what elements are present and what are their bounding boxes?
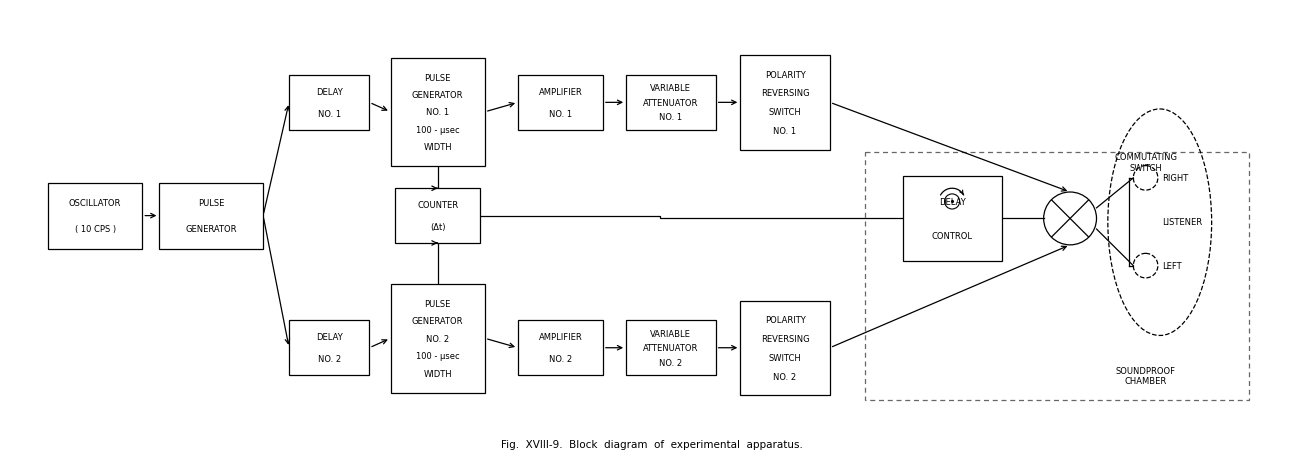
Bar [903, 177, 1002, 261]
Text: LISTENER: LISTENER [1162, 218, 1201, 227]
Bar [740, 56, 830, 150]
Bar [865, 153, 1250, 400]
Text: Fig.  XVIII-9.  Block  diagram  of  experimental  apparatus.: Fig. XVIII-9. Block diagram of experimen… [500, 440, 803, 449]
Text: GENERATOR: GENERATOR [412, 91, 464, 100]
Text: NO. 2: NO. 2 [549, 354, 572, 364]
Text: ( 10 CPS ): ( 10 CPS ) [74, 225, 116, 234]
Text: DELAY: DELAY [315, 88, 343, 96]
Bar [395, 189, 481, 243]
Text: AMPLIFIER: AMPLIFIER [538, 88, 582, 96]
Bar [519, 76, 603, 131]
Text: COMMUTATING
SWITCH: COMMUTATING SWITCH [1114, 153, 1177, 172]
Text: SOUNDPROOF
CHAMBER: SOUNDPROOF CHAMBER [1115, 366, 1175, 386]
Text: NO. 2: NO. 2 [426, 334, 450, 343]
Text: (Δt): (Δt) [430, 222, 446, 232]
Text: RIGHT: RIGHT [1162, 174, 1188, 183]
Text: GENERATOR: GENERATOR [185, 225, 237, 234]
Text: WIDTH: WIDTH [423, 369, 452, 378]
Text: NO. 2: NO. 2 [659, 358, 683, 367]
Bar [625, 321, 715, 375]
Text: VARIABLE: VARIABLE [650, 84, 692, 93]
Text: NO. 1: NO. 1 [426, 108, 450, 117]
Bar [519, 321, 603, 375]
Bar [289, 321, 369, 375]
Text: OSCILLATOR: OSCILLATOR [69, 198, 121, 207]
Bar [740, 301, 830, 395]
Text: ATTENUATOR: ATTENUATOR [644, 344, 698, 353]
Bar [391, 58, 485, 167]
Text: 100 - μsec: 100 - μsec [416, 126, 460, 134]
Bar [289, 76, 369, 131]
Text: AMPLIFIER: AMPLIFIER [538, 333, 582, 342]
Text: 100 - μsec: 100 - μsec [416, 351, 460, 360]
Text: GENERATOR: GENERATOR [412, 317, 464, 326]
Text: DELAY: DELAY [315, 333, 343, 342]
Text: PULSE: PULSE [198, 198, 224, 207]
Text: LEFT: LEFT [1162, 262, 1182, 271]
Text: NO. 1: NO. 1 [549, 110, 572, 119]
Text: NO. 2: NO. 2 [318, 354, 341, 364]
Text: POLARITY: POLARITY [765, 315, 805, 324]
Text: SWITCH: SWITCH [769, 353, 801, 362]
Text: REVERSING: REVERSING [761, 334, 809, 343]
Text: POLARITY: POLARITY [765, 71, 805, 79]
Text: WIDTH: WIDTH [423, 143, 452, 152]
Text: CONTROL: CONTROL [932, 232, 972, 240]
Bar [159, 183, 263, 249]
Bar [625, 76, 715, 131]
Text: PULSE: PULSE [425, 299, 451, 308]
Text: VARIABLE: VARIABLE [650, 329, 692, 338]
Text: COUNTER: COUNTER [417, 201, 459, 210]
Text: NO. 1: NO. 1 [318, 110, 341, 119]
Text: NO. 2: NO. 2 [774, 372, 796, 381]
Text: NO. 1: NO. 1 [774, 127, 796, 136]
Text: DELAY: DELAY [938, 197, 966, 207]
Bar [48, 183, 142, 249]
Text: PULSE: PULSE [425, 73, 451, 82]
Text: ATTENUATOR: ATTENUATOR [644, 99, 698, 107]
Text: REVERSING: REVERSING [761, 89, 809, 98]
Text: NO. 1: NO. 1 [659, 113, 683, 122]
Bar [391, 284, 485, 393]
Text: SWITCH: SWITCH [769, 108, 801, 117]
